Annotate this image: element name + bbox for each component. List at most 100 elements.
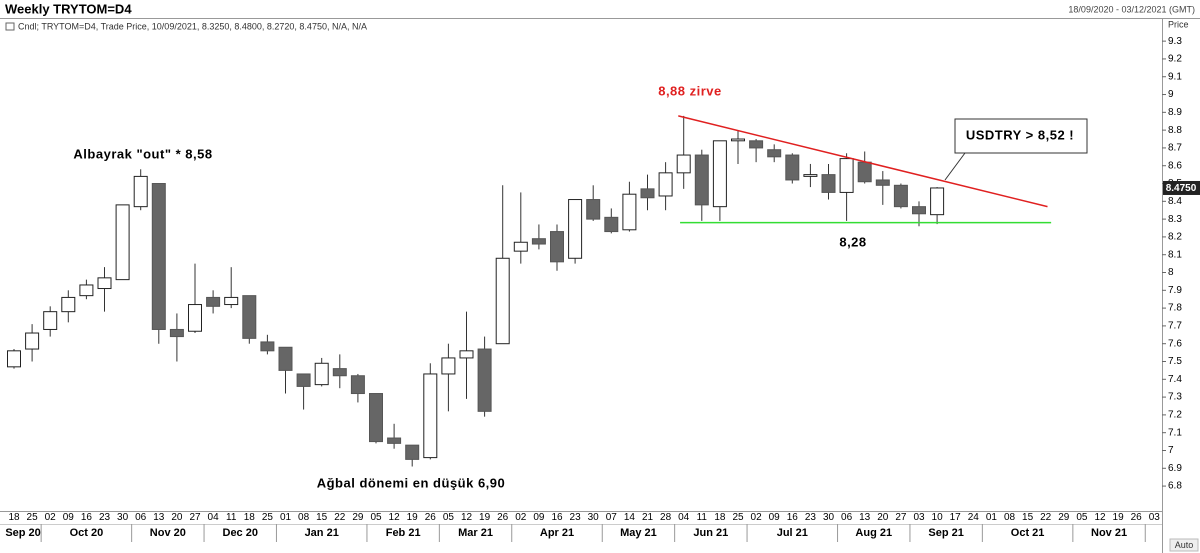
x-tick-label: 19 — [479, 512, 491, 523]
y-tick-label: 9.3 — [1168, 36, 1182, 47]
candle-body — [604, 216, 619, 233]
candle-body — [550, 231, 564, 263]
x-tick-label: 18 — [244, 512, 256, 523]
callout-pointer — [944, 152, 966, 181]
callout-box — [954, 118, 1088, 154]
candle-body — [694, 154, 709, 206]
x-tick-label: 03 — [913, 512, 925, 523]
x-tick-label: 11 — [226, 512, 237, 523]
x-tick-label: 17 — [950, 512, 962, 523]
candle-body — [206, 296, 221, 307]
month-label: Nov 21 — [1091, 527, 1127, 539]
x-tick-label: 29 — [1058, 512, 1070, 523]
x-tick-label: 11 — [697, 512, 708, 523]
month-label: Oct 21 — [1011, 527, 1045, 539]
annotation: Ağbal dönemi en düşük 6,90 — [317, 475, 506, 490]
month-label: Sep 20 — [5, 527, 40, 539]
x-tick-label: 25 — [732, 512, 744, 523]
candle-body — [622, 193, 637, 231]
candle-body — [912, 206, 926, 215]
candle-body — [568, 199, 583, 259]
candle-body — [441, 357, 456, 375]
x-tick-label: 13 — [859, 512, 871, 523]
candle-body — [712, 140, 727, 208]
chart-title: Weekly TRYTOM=D4 — [5, 1, 132, 16]
x-tick-label: 28 — [660, 512, 672, 523]
candle-body — [875, 179, 890, 186]
y-tick-label: 7.1 — [1168, 427, 1182, 438]
candle-body — [477, 348, 492, 412]
candle-body — [423, 373, 438, 459]
y-tick-label: 6.9 — [1168, 463, 1182, 474]
candle-body — [133, 175, 148, 208]
x-tick-label: 19 — [1113, 512, 1125, 523]
x-tick-label: 10 — [932, 512, 944, 523]
y-tick-label: 8.4 — [1168, 196, 1182, 207]
x-tick-label: 26 — [497, 512, 509, 523]
scale-mode[interactable]: Auto — [1175, 540, 1194, 550]
x-tick-label: 27 — [189, 512, 201, 523]
annotation: USDTRY > 8,52 ! — [966, 127, 1074, 142]
candle-body — [803, 174, 818, 177]
scale-mode-box[interactable] — [1169, 538, 1199, 552]
y-tick-label: 6.8 — [1168, 481, 1182, 492]
y-tick-label: 7.9 — [1168, 285, 1182, 296]
y-tick-label: 7.2 — [1168, 410, 1182, 421]
y-tick-label: 7.6 — [1168, 338, 1182, 349]
y-tick-label: 9.1 — [1168, 71, 1182, 82]
x-tick-label: 16 — [787, 512, 799, 523]
x-tick-label: 25 — [27, 512, 39, 523]
x-tick-label: 06 — [135, 512, 147, 523]
x-tick-label: 12 — [1094, 512, 1106, 523]
candle-body — [459, 350, 474, 359]
x-tick-label: 18 — [8, 512, 20, 523]
x-tick-label: 05 — [1076, 512, 1088, 523]
x-tick-label: 26 — [1131, 512, 1143, 523]
x-tick-label: 25 — [262, 512, 274, 523]
month-label: Aug 21 — [855, 527, 892, 539]
candle-body — [7, 350, 21, 368]
month-label: Sep 21 — [928, 527, 963, 539]
candle-body — [369, 393, 383, 443]
x-tick-label: 22 — [1040, 512, 1052, 523]
x-tick-label: 19 — [407, 512, 419, 523]
x-tick-label: 01 — [986, 512, 998, 523]
candle-body — [314, 362, 329, 386]
candle-body — [61, 296, 76, 313]
candle-body — [260, 341, 275, 352]
y-tick-label: 9.2 — [1168, 54, 1182, 65]
annotation: 8,88 zirve — [658, 83, 722, 98]
y-tick-label: 8 — [1168, 267, 1174, 278]
x-tick-label: 23 — [570, 512, 582, 523]
x-tick-label: 21 — [642, 512, 654, 523]
y-tick-label: 8.8 — [1168, 125, 1182, 136]
candle-body — [296, 373, 311, 387]
last-price-label: 8.4750 — [1166, 183, 1197, 194]
x-tick-label: 08 — [298, 512, 310, 523]
x-tick-label: 03 — [1149, 512, 1161, 523]
x-tick-label: 30 — [823, 512, 835, 523]
x-tick-label: 06 — [841, 512, 853, 523]
candle-body — [350, 375, 365, 395]
candle-body — [640, 188, 655, 199]
month-label: Apr 21 — [540, 527, 574, 539]
candle-body — [731, 138, 745, 142]
y-tick-label: 8.7 — [1168, 143, 1182, 154]
x-tick-label: 30 — [588, 512, 600, 523]
month-label: Mar 21 — [458, 527, 493, 539]
x-tick-label: 20 — [171, 512, 183, 523]
candle-body — [405, 444, 420, 460]
y-tick-label: 7.3 — [1168, 392, 1182, 403]
month-label: Dec 20 — [223, 527, 258, 539]
x-tick-label: 29 — [352, 512, 364, 523]
x-tick-label: 09 — [63, 512, 75, 523]
month-label: Jul 21 — [777, 527, 808, 539]
candle-body — [513, 241, 528, 252]
x-tick-label: 05 — [443, 512, 455, 523]
month-label: Nov 20 — [150, 527, 186, 539]
candle-body — [25, 332, 40, 350]
y-tick-label: 7.7 — [1168, 321, 1182, 332]
x-tick-label: 15 — [316, 512, 328, 523]
candle-body — [930, 187, 945, 216]
